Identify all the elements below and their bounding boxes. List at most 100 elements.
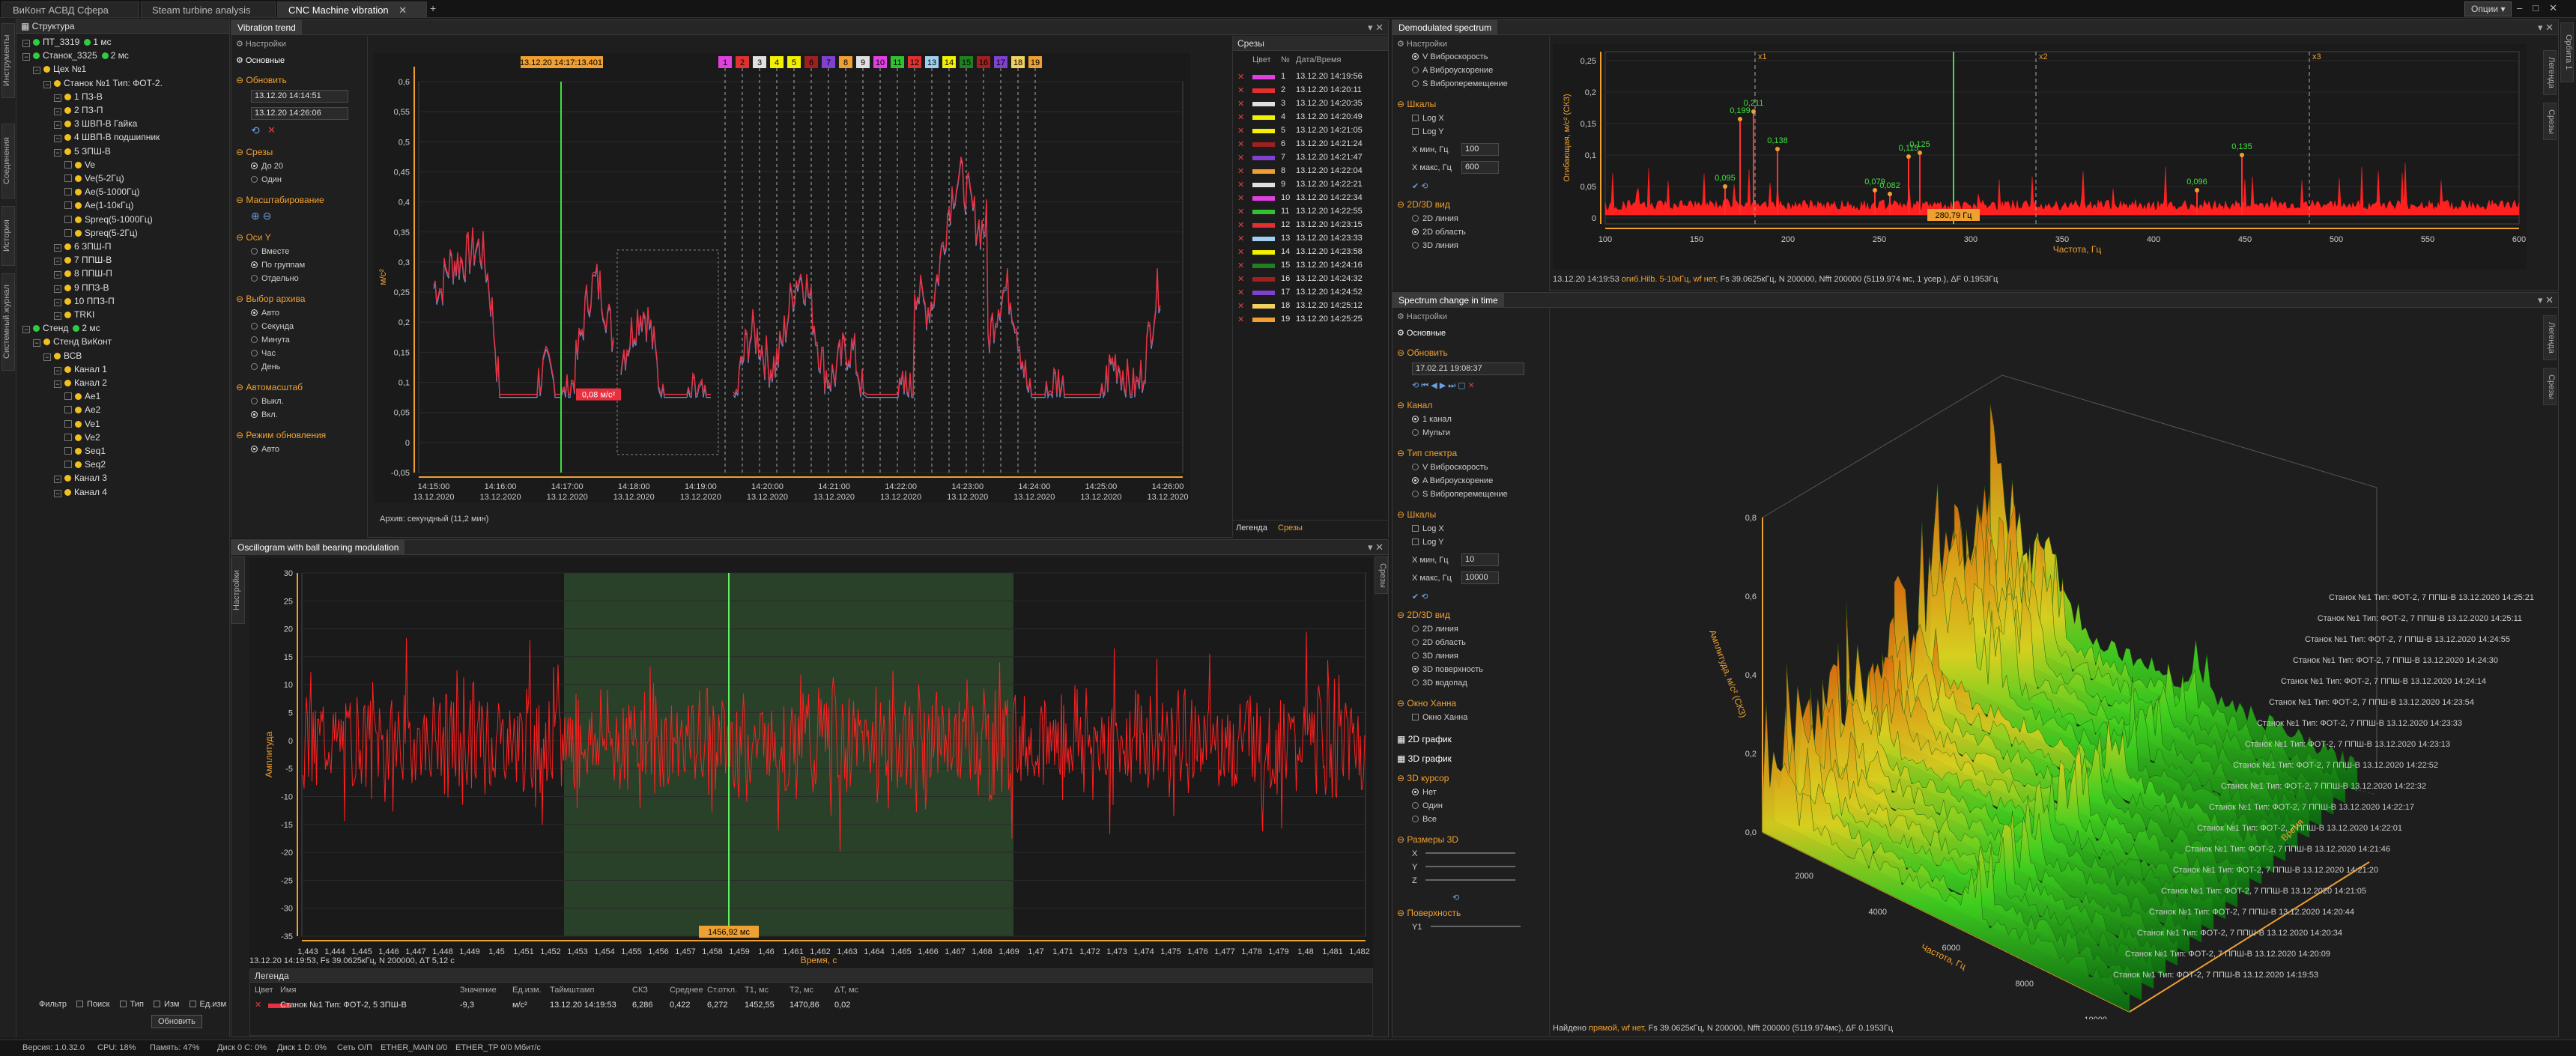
expand-icon[interactable] [64, 392, 72, 401]
cut-row[interactable]: ✕ 2 13.12.20 14:20:11 [1233, 84, 1389, 97]
remove-icon[interactable]: ✕ [1237, 207, 1245, 216]
sc-hann-opt[interactable]: Окно Ханна [1412, 713, 1467, 722]
tree-item[interactable]: − 4 ШВП-В подшипник [54, 132, 160, 143]
expand-icon[interactable] [64, 160, 72, 169]
zoom-in-icon[interactable]: ⊕ ⊖ [251, 210, 272, 222]
oscillogram-chart[interactable]: 30 25 20 15 10 5 0 -5 -10 -15 -20 -25 -30 -35 1,443 1,4… [249, 558, 1373, 982]
remove-icon[interactable]: ✕ [1237, 86, 1245, 95]
expand-icon[interactable] [64, 228, 72, 237]
sc-2d-graph[interactable]: ▦ 2D график [1397, 734, 1452, 744]
archive-section[interactable]: ⊖ Выбор архива [236, 294, 306, 304]
expand-icon[interactable] [64, 461, 72, 469]
expand-icon[interactable]: − [54, 121, 61, 130]
expand-icon[interactable]: − [54, 476, 61, 484]
expand-icon[interactable]: − [43, 353, 51, 361]
demod-scales-section[interactable]: ⊖ Шкалы [1397, 99, 1437, 109]
remove-icon[interactable]: ✕ [1237, 288, 1245, 297]
expand-icon[interactable] [64, 447, 72, 455]
archive-opt-auto[interactable]: Авто [251, 309, 279, 318]
remove-icon[interactable]: ✕ [1237, 194, 1245, 203]
add-tab-icon[interactable]: + [430, 2, 437, 14]
cut-row[interactable]: ✕ 6 13.12.20 14:21:24 [1233, 138, 1389, 151]
sc-xmax-input[interactable]: 10000 [1461, 571, 1499, 584]
cut-row[interactable]: ✕ 4 13.12.20 14:20:49 [1233, 111, 1389, 124]
cut-row[interactable]: ✕ 3 13.12.20 14:20:35 [1233, 97, 1389, 111]
sc-channel-1[interactable]: 1 канал [1412, 415, 1452, 424]
close-icon[interactable]: ✕ [398, 4, 407, 16]
tree-item[interactable]: Ae2 [64, 404, 100, 415]
refresh-icon[interactable]: ⟲ [251, 124, 260, 136]
tree-item[interactable]: Ve(5-2Гц) [64, 173, 124, 183]
expand-icon[interactable]: − [54, 135, 61, 143]
tree-item[interactable]: − Канал 1 [54, 364, 107, 374]
remove-icon[interactable]: ✕ [1237, 221, 1245, 230]
sc-size-z[interactable]: Z [1412, 876, 1515, 885]
autoscale-section[interactable]: ⊖ Автомасштаб [236, 382, 303, 392]
expand-icon[interactable] [64, 419, 72, 428]
tree-item[interactable]: − 7 ППШ-В [54, 255, 112, 266]
strip-tab-syslog[interactable]: Системный журнал [1, 273, 15, 371]
demod-view-3dline[interactable]: 3D линия [1412, 241, 1458, 250]
demod-view-2darea[interactable]: 2D область [1412, 228, 1466, 237]
basic-tab[interactable]: ⚙ Основные [236, 56, 285, 65]
expand-icon[interactable] [64, 175, 72, 182]
cut-row[interactable]: ✕ 19 13.12.20 14:25:25 [1233, 313, 1389, 327]
cut-row[interactable]: ✕ 16 13.12.20 14:24:32 [1233, 273, 1389, 286]
tree-item[interactable]: Ae1 [64, 391, 100, 401]
tab-cuts[interactable]: Срезы [1278, 524, 1303, 532]
sc-cursor-none[interactable]: Нет [1412, 788, 1437, 797]
tree-item[interactable]: − Канал 2 [54, 377, 107, 388]
remove-icon[interactable]: ✕ [1237, 100, 1245, 109]
sc-reset-icon[interactable]: ⟲ [1452, 893, 1460, 902]
remove-icon[interactable]: ✕ [255, 1001, 262, 1010]
expand-icon[interactable]: − [54, 366, 61, 374]
osc-plot-area[interactable]: 30 25 20 15 10 5 0 -5 -10 -15 -20 -25 -30 -35 1,443 1,4… [249, 558, 1373, 982]
demod-type-a[interactable]: A Виброускорение [1412, 66, 1493, 75]
sc-channel-section[interactable]: ⊖ Канал [1397, 400, 1433, 410]
tree-item[interactable]: − ПТ_3319 1 мс [22, 37, 112, 47]
remove-icon[interactable]: ✕ [1237, 234, 1245, 243]
expand-icon[interactable]: − [22, 53, 30, 61]
archive-opt-second[interactable]: Секунда [251, 322, 294, 331]
archive-opt-hour[interactable]: Час [251, 349, 276, 358]
sc-hann-section[interactable]: ⊖ Окно Ханна [1397, 698, 1457, 708]
sc-settings-header[interactable]: ⚙ Настройки [1397, 312, 1447, 321]
window-controls[interactable]: –□✕ [2517, 2, 2568, 13]
cut-row[interactable]: ✕ 5 13.12.20 14:21:05 [1233, 124, 1389, 138]
remove-icon[interactable]: ✕ [1237, 315, 1245, 324]
demod-xmin-input[interactable]: 100 [1461, 143, 1499, 156]
sc-view-0[interactable]: 2D линия [1412, 625, 1458, 634]
sc-view-4[interactable]: 3D водопад [1412, 679, 1467, 688]
demod-logx[interactable]: Log X [1412, 114, 1444, 123]
tree-item[interactable]: − TRKI [54, 309, 94, 320]
expand-icon[interactable] [64, 201, 72, 210]
expand-icon[interactable]: − [54, 298, 61, 306]
tree-item[interactable]: Ae(1-10кГц) [64, 200, 133, 210]
tree-item[interactable]: − ВСВ [43, 351, 82, 361]
demod-chart[interactable]: 0,25 0,2 0,15 0,1 0,05 0 100 150 200 250 300 350 400… [1553, 44, 2527, 269]
axes-opt-together[interactable]: Вместе [251, 247, 289, 256]
strip-tab-connections[interactable]: Соединения [1, 124, 15, 198]
tree-item[interactable]: Spreq(5-1000Гц) [64, 214, 153, 225]
sc-cursor3d-section[interactable]: ⊖ 3D курсор [1397, 773, 1449, 783]
expand-icon[interactable]: − [33, 67, 40, 75]
cut-row[interactable]: ✕ 18 13.12.20 14:25:12 [1233, 300, 1389, 313]
sc-view-2[interactable]: 3D линия [1412, 652, 1458, 661]
sc-cursor-all[interactable]: Все [1412, 815, 1437, 824]
expand-icon[interactable]: − [54, 148, 61, 157]
sc-scales-section[interactable]: ⊖ Шкалы [1397, 509, 1437, 520]
tree-item[interactable]: − Станок №1 Тип: ФОТ-2. [43, 78, 163, 88]
expand-icon[interactable]: − [54, 312, 61, 320]
unit-checkbox[interactable] [189, 1001, 196, 1007]
remove-icon[interactable]: ✕ [1237, 140, 1245, 149]
update-mode-section[interactable]: ⊖ Режим обновления [236, 430, 327, 440]
tree-item[interactable]: − Цех №1 [33, 64, 86, 75]
expand-icon[interactable]: − [54, 108, 61, 115]
date-to-input[interactable]: 13.12.20 14:26:06 [251, 107, 348, 120]
remove-icon[interactable]: ✕ [1237, 302, 1245, 311]
sc-spectype-section[interactable]: ⊖ Тип спектра [1397, 448, 1458, 458]
window-menu-icon[interactable]: ▾ ✕ [1367, 541, 1384, 553]
cut-row[interactable]: ✕ 15 13.12.20 14:24:16 [1233, 259, 1389, 273]
sc-legend-tab[interactable]: Легенда [2543, 315, 2557, 360]
scaling-section[interactable]: ⊖ Масштабирование [236, 195, 324, 205]
